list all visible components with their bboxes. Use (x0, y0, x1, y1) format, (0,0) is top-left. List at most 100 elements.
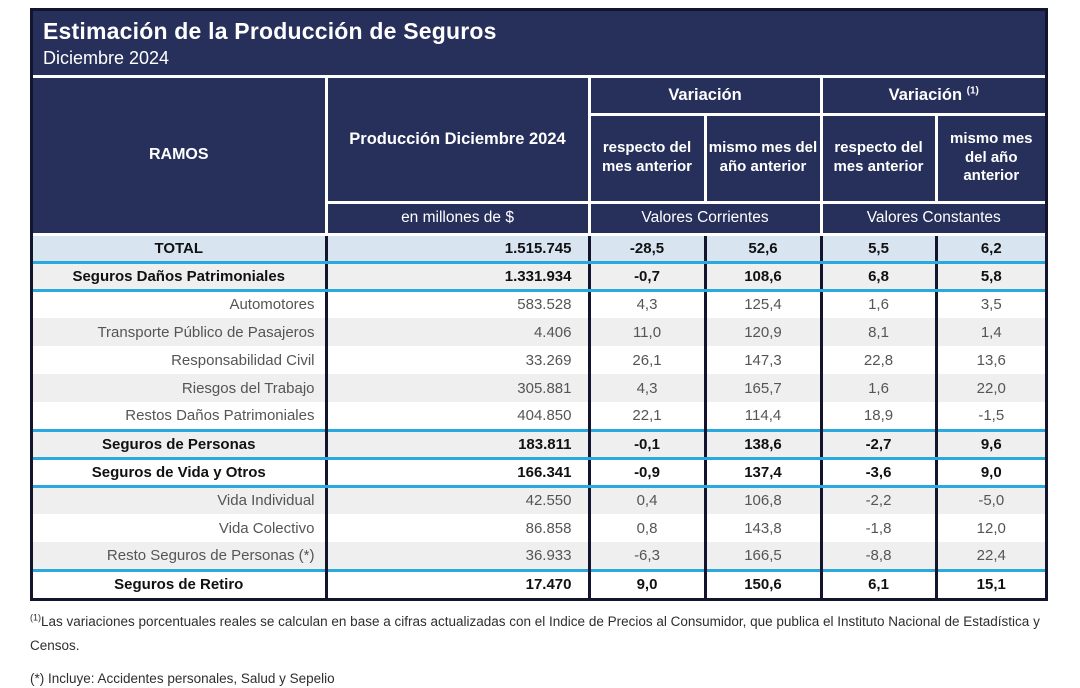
table-row-total: TOTAL 1.515.745 -28,5 52,6 5,5 6,2 (33, 232, 1046, 264)
cell-var-mes-const: 6,1 (819, 568, 936, 598)
header-variacion-constantes: Variación (1) (819, 78, 1046, 116)
row-label: Responsabilidad Civil (33, 346, 326, 374)
cell-var-mes-const: -8,8 (819, 542, 936, 570)
header-row-groups: RAMOS Producción Diciembre 2024 Variació… (33, 78, 1046, 236)
cell-var-anio-const: 12,0 (934, 514, 1046, 542)
cell-var-mes-corr: 4,3 (587, 290, 705, 318)
cell-produccion: 404.850 (324, 402, 589, 430)
cell-var-mes-corr: -0,7 (587, 262, 705, 292)
cell-var-anio-const: 22,0 (934, 374, 1046, 402)
cell-var-anio-const: 6,2 (934, 232, 1046, 264)
cell-produccion: 305.881 (324, 374, 589, 402)
cell-var-anio-corr: 150,6 (703, 568, 821, 598)
cell-produccion: 166.341 (324, 458, 589, 488)
header-mismo-mes-corrientes: mismo mes del año anterior (703, 112, 823, 204)
cell-var-mes-corr: 0,4 (587, 486, 705, 514)
header-row-units: en millones de $ Valores Corrientes Valo… (33, 200, 1046, 236)
cell-var-anio-const: 5,8 (934, 262, 1046, 292)
cell-var-anio-corr: 52,6 (703, 232, 821, 264)
cell-var-mes-const: -2,2 (819, 486, 936, 514)
cell-produccion: 33.269 (324, 346, 589, 374)
cell-var-mes-const: 18,9 (819, 402, 936, 430)
cell-var-mes-corr: -28,5 (587, 232, 705, 264)
row-label: Automotores (33, 290, 326, 318)
units-valores-corrientes: Valores Corrientes (587, 200, 823, 236)
header-respecto-mes-anterior-corrientes: respecto del mes anterior (589, 112, 707, 204)
cell-var-anio-const: -1,5 (934, 402, 1046, 430)
cell-var-mes-corr: 11,0 (587, 318, 705, 346)
table-row-riesgos-del-trabajo: Riesgos del Trabajo 305.881 4,3 165,7 1,… (33, 374, 1046, 402)
cell-var-anio-corr: 138,6 (703, 428, 821, 460)
insurance-production-table: RAMOS Producción Diciembre 2024 Variació… (33, 78, 1046, 598)
row-label: Riesgos del Trabajo (33, 374, 326, 402)
cell-var-mes-corr: -0,1 (587, 428, 705, 460)
table-row-restos-danos-patrimoniales: Restos Daños Patrimoniales 404.850 22,1 … (33, 402, 1046, 430)
page-subtitle: Diciembre 2024 (43, 48, 170, 68)
row-label: Seguros de Vida y Otros (33, 458, 326, 488)
header-mismo-mes-constantes: mismo mes del año anterior (934, 112, 1046, 204)
cell-var-anio-corr: 108,6 (703, 262, 821, 292)
cell-var-anio-const: 1,4 (934, 318, 1046, 346)
row-label: Restos Daños Patrimoniales (33, 402, 326, 430)
units-valores-constantes: Valores Constantes (819, 200, 1046, 236)
footnote-1-marker: (1) (966, 85, 979, 97)
table-row-transporte-publico: Transporte Público de Pasajeros 4.406 11… (33, 318, 1046, 346)
row-label: Seguros Daños Patrimoniales (33, 262, 326, 292)
header-ramos: RAMOS (33, 78, 328, 236)
cell-produccion: 86.858 (324, 514, 589, 542)
table-row-seguros-de-personas: Seguros de Personas 183.811 -0,1 138,6 -… (33, 428, 1046, 460)
cell-var-mes-const: 1,6 (819, 290, 936, 318)
table-row-seguros-de-vida-y-otros: Seguros de Vida y Otros 166.341 -0,9 137… (33, 458, 1046, 488)
cell-var-anio-corr: 137,4 (703, 458, 821, 488)
row-label: Transporte Público de Pasajeros (33, 318, 326, 346)
cell-produccion: 183.811 (324, 428, 589, 460)
header-variacion-corrientes: Variación (587, 78, 823, 116)
cell-var-anio-corr: 165,7 (703, 374, 821, 402)
table-row-seguros-de-retiro: Seguros de Retiro 17.470 9,0 150,6 6,1 1… (33, 568, 1046, 598)
table-body: TOTAL 1.515.745 -28,5 52,6 5,5 6,2 Segur… (33, 232, 1046, 598)
footnote-1-text: Las variaciones porcentuales reales se c… (30, 614, 1040, 653)
header-respecto-mes-anterior-constantes: respecto del mes anterior (819, 112, 938, 204)
cell-var-anio-const: 13,6 (934, 346, 1046, 374)
table-row-automotores: Automotores 583.528 4,3 125,4 1,6 3,5 (33, 290, 1046, 318)
cell-var-anio-corr: 147,3 (703, 346, 821, 374)
table-row-resto-seguros-de-personas: Resto Seguros de Personas (*) 36.933 -6,… (33, 542, 1046, 570)
cell-var-mes-const: -2,7 (819, 428, 936, 460)
cell-produccion: 17.470 (324, 568, 589, 598)
cell-produccion: 583.528 (324, 290, 589, 318)
table-header: RAMOS Producción Diciembre 2024 Variació… (33, 78, 1046, 236)
header-variacion-constantes-label: Variación (888, 85, 963, 104)
row-label: Vida Individual (33, 486, 326, 514)
row-label: Vida Colectivo (33, 514, 326, 542)
page-title: Estimación de la Producción de Seguros (43, 18, 497, 44)
cell-var-mes-corr: 26,1 (587, 346, 705, 374)
cell-var-mes-corr: 22,1 (587, 402, 705, 430)
units-millones: en millones de $ (326, 200, 591, 236)
table-row-vida-colectivo: Vida Colectivo 86.858 0,8 143,8 -1,8 12,… (33, 514, 1046, 542)
cell-var-mes-corr: -6,3 (587, 542, 705, 570)
cell-var-anio-corr: 143,8 (703, 514, 821, 542)
title-block: Estimación de la Producción de Seguros D… (33, 11, 1045, 78)
header-produccion: Producción Diciembre 2024 (324, 78, 591, 204)
cell-var-mes-const: 5,5 (819, 232, 936, 264)
cell-var-mes-const: 22,8 (819, 346, 936, 374)
cell-var-anio-const: 3,5 (934, 290, 1046, 318)
row-label: Seguros de Personas (33, 428, 326, 460)
cell-var-mes-corr: -0,9 (587, 458, 705, 488)
cell-var-anio-const: 15,1 (934, 568, 1046, 598)
cell-var-mes-const: -3,6 (819, 458, 936, 488)
cell-var-anio-corr: 120,9 (703, 318, 821, 346)
header-row-subcolumns: respecto del mes anterior mismo mes del … (33, 112, 1046, 204)
cell-var-mes-const: 6,8 (819, 262, 936, 292)
cell-var-anio-corr: 125,4 (703, 290, 821, 318)
cell-var-mes-corr: 4,3 (587, 374, 705, 402)
cell-var-mes-corr: 0,8 (587, 514, 705, 542)
cell-var-anio-const: 9,0 (934, 458, 1046, 488)
table-row-responsabilidad-civil: Responsabilidad Civil 33.269 26,1 147,3 … (33, 346, 1046, 374)
cell-var-mes-corr: 9,0 (587, 568, 705, 598)
row-label: Seguros de Retiro (33, 568, 326, 598)
table-row-seguros-danos-patrimoniales: Seguros Daños Patrimoniales 1.331.934 -0… (33, 262, 1046, 292)
cell-var-anio-const: 9,6 (934, 428, 1046, 460)
footnote-asterisk: (*) Incluye: Accidentes personales, Salu… (30, 671, 335, 687)
